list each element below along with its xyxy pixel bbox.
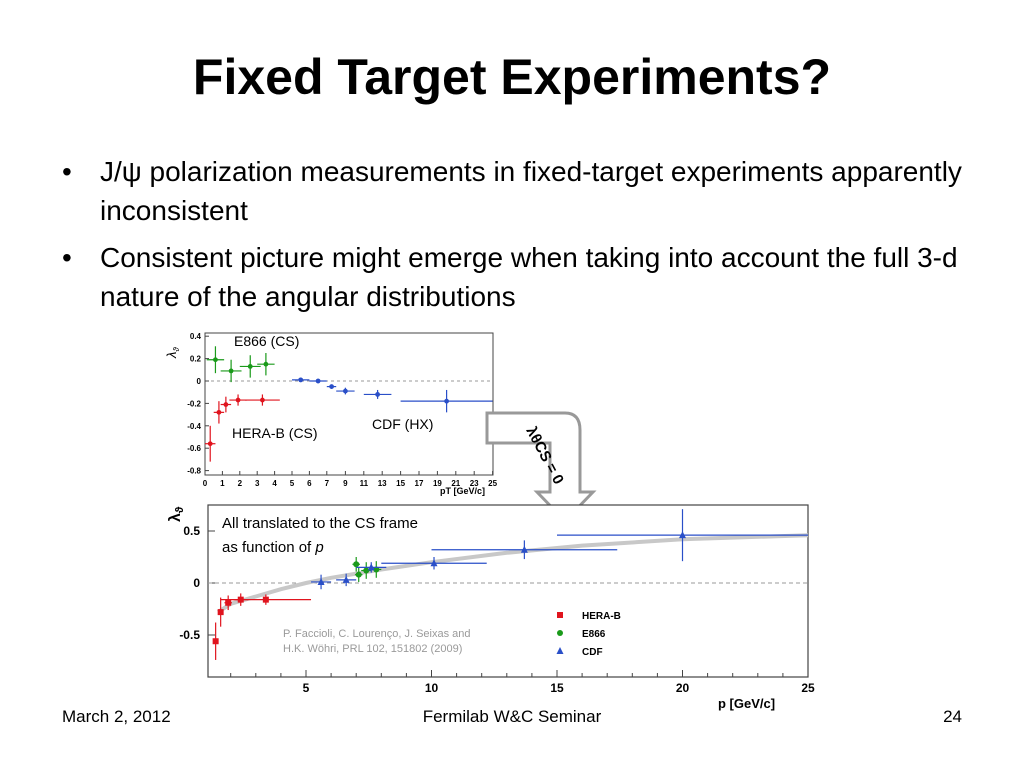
bullet-dot-icon: •: [62, 242, 72, 273]
plot1-ytick-label: -0.6: [187, 444, 201, 453]
plot2-ytick-label: -0.5: [179, 628, 200, 642]
plot1-ytick-label: -0.2: [187, 399, 201, 408]
bullet-list: • J/ψ polarization measurements in fixed-…: [62, 152, 962, 324]
plot2-data-point: [212, 638, 219, 645]
plot1-ytick-label: 0.4: [190, 332, 202, 341]
plot1-xtick-label: 13: [378, 479, 387, 488]
plot1-data-point: [375, 392, 380, 397]
plot1-xtick-label: 19: [433, 479, 442, 488]
footer-event: Fermilab W&C Seminar: [422, 707, 602, 726]
plot2-annotation-line1: All translated to the CS frame: [222, 515, 418, 532]
plot2-xtick-label: 20: [676, 681, 690, 695]
legend-label: HERA-B: [582, 611, 621, 622]
plot1-data-point: [247, 364, 253, 369]
plot1-xtick-label: 2: [238, 479, 243, 488]
plot2-trend-curve: [216, 533, 809, 614]
legend-label: E866: [582, 629, 606, 640]
plot2-data-point: [520, 545, 528, 553]
plot1-xtick-label: 9: [343, 479, 348, 488]
plot1-xtick-label: 3: [255, 479, 260, 488]
plot1-data-point: [260, 397, 265, 403]
plot1-xtick-label: 6: [307, 479, 312, 488]
bullet-item: • J/ψ polarization measurements in fixed-…: [62, 152, 962, 230]
plot2-data-point: [679, 531, 686, 539]
plot1-ylabel: λϑ: [164, 347, 181, 359]
plot2-ytick-label: 0: [193, 576, 200, 590]
plot1-annotation-e866: E866 (CS): [234, 333, 299, 349]
plot1-xlabel: pT [GeV/c]: [440, 486, 485, 496]
plot2-data-point: [367, 563, 375, 571]
plot1-xtick-label: 5: [290, 479, 295, 488]
plot1-data-point: [315, 378, 321, 384]
plot1-data-point: [207, 441, 213, 447]
plot1-xtick-label: 11: [360, 479, 369, 488]
plot1-data-point: [263, 361, 269, 367]
bullet-text: J/ψ polarization measurements in fixed-t…: [100, 156, 962, 226]
plot1-data-point: [444, 398, 449, 404]
plot1-annotation-cdf: CDF (HX): [372, 416, 433, 432]
plot1-xtick-label: 15: [396, 479, 405, 488]
plot2-data-point: [342, 575, 350, 583]
bullet-text: Consistent picture might emerge when tak…: [100, 242, 958, 312]
arrow-label: λθCS = 0: [522, 424, 566, 487]
legend-label: CDF: [582, 647, 603, 658]
plot1-xtick-label: 1: [220, 479, 225, 488]
plot1-data-point: [329, 384, 334, 389]
plot2-data-point: [317, 577, 325, 585]
legend-triangle-icon: [556, 647, 564, 654]
plot1-ytick-label: 0.2: [190, 355, 202, 364]
plot1-frame: [204, 332, 494, 476]
plot1-xtick-label: 25: [488, 479, 497, 488]
legend-circle-icon: [557, 630, 563, 636]
plot2-annotation-line2: as function of p: [222, 539, 324, 556]
plot2-frame: [207, 504, 809, 678]
footer-date: March 2, 2012: [62, 707, 171, 726]
plot2-data-point: [262, 596, 269, 603]
plot2-xtick-label: 10: [425, 681, 439, 695]
plot2-data-point: [225, 599, 232, 606]
plot1-xtick-label: 0: [203, 479, 208, 488]
footer-page-number: 24: [943, 707, 962, 726]
plot1-ytick-label: 0: [197, 377, 202, 386]
plot2-data-point: [217, 609, 224, 616]
slide-title: Fixed Target Experiments?: [192, 49, 832, 105]
plot1-data-point: [223, 402, 229, 407]
plot2-data-point: [353, 561, 360, 568]
arrow-icon: [485, 411, 597, 524]
plot1-data-point: [235, 397, 241, 403]
plot1-data-point: [343, 388, 348, 394]
plot1-data-point: [216, 409, 222, 415]
plot2-data-point: [373, 566, 380, 573]
bullet-item: • Consistent picture might emerge when ta…: [62, 238, 962, 316]
plot2-ytick-label: 0.5: [183, 524, 200, 538]
plot2-data-point: [363, 567, 370, 574]
plot1-xtick-label: 7: [325, 479, 330, 488]
plot1-xtick-label: 21: [451, 479, 460, 488]
bullet-dot-icon: •: [62, 156, 72, 187]
plot2-data-point: [355, 571, 362, 578]
plot2-xtick-label: 5: [303, 681, 310, 695]
plot2-xtick-label: 25: [801, 681, 815, 695]
plot2-data-point: [237, 596, 244, 603]
plot2-xtick-label: 15: [550, 681, 564, 695]
plot2-ylabel: λϑ: [167, 506, 186, 522]
plot1-ytick-label: -0.4: [187, 422, 201, 431]
plot1-data-point: [213, 357, 218, 363]
plot1-xtick-label: 17: [415, 479, 424, 488]
plot2-data-point: [430, 559, 438, 567]
plot1-ytick-label: -0.8: [187, 467, 201, 476]
legend-square-icon: [557, 612, 563, 618]
plot1-xtick-label: 23: [470, 479, 479, 488]
plot2-reference-line1: P. Faccioli, C. Lourenço, J. Seixas and: [283, 628, 471, 640]
plot1-data-point: [298, 377, 304, 383]
plot1-xtick-label: 4: [272, 479, 277, 488]
plot2-reference-line2: H.K. Wöhri, PRL 102, 151802 (2009): [283, 643, 462, 655]
plot1-data-point: [228, 368, 234, 374]
plot1-annotation-herab: HERA-B (CS): [232, 425, 318, 441]
